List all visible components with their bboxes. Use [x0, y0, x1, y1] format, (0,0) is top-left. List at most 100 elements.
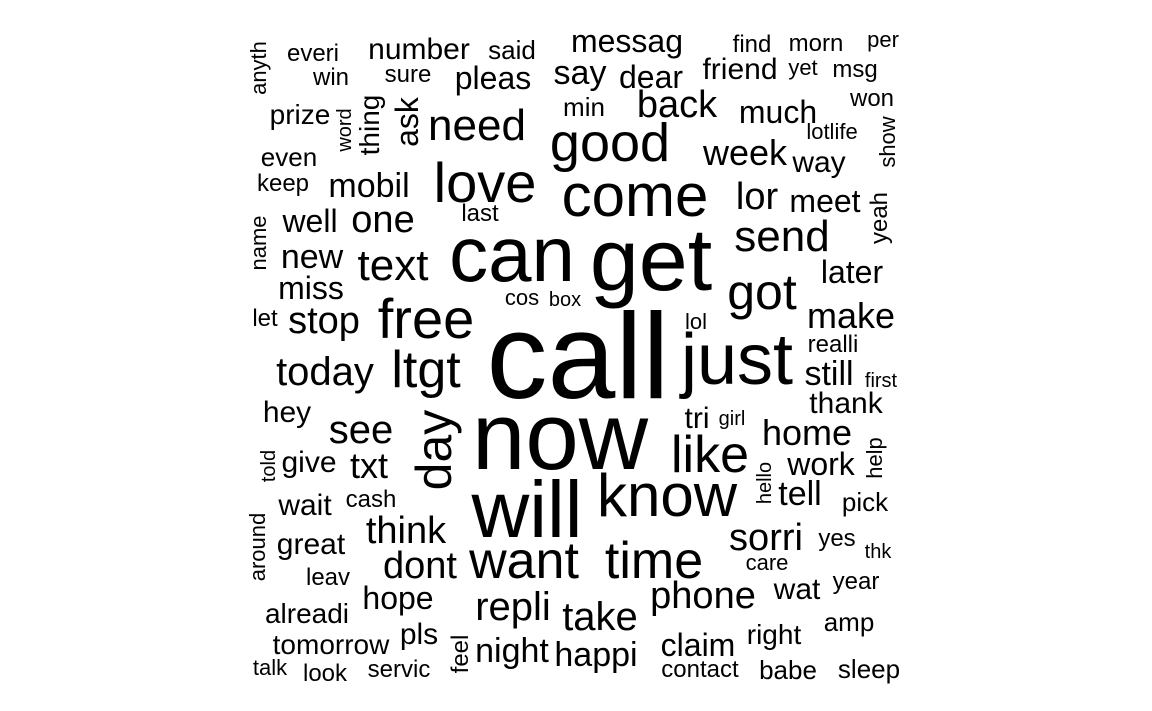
word: give: [281, 446, 337, 479]
word: prize: [269, 99, 331, 130]
word: find: [732, 31, 772, 58]
word: repli: [475, 585, 551, 629]
word: day: [406, 409, 462, 491]
word: night: [475, 632, 549, 670]
word: got: [727, 264, 797, 320]
word: show: [875, 116, 900, 168]
word: morn: [788, 30, 844, 57]
word: amp: [823, 607, 875, 637]
word: hope: [362, 580, 434, 616]
word: cash: [345, 486, 397, 513]
word: mobil: [328, 167, 410, 205]
word: will: [471, 465, 583, 554]
word: tell: [778, 475, 822, 513]
word: today: [276, 350, 374, 394]
word: come: [561, 162, 709, 229]
word: number: [368, 33, 470, 66]
word: well: [282, 203, 338, 239]
word: sleep: [837, 654, 901, 684]
word: miss: [278, 270, 344, 306]
word: think: [365, 510, 447, 552]
word: year: [832, 568, 880, 595]
word: leav: [305, 564, 351, 591]
word: sorri: [729, 517, 803, 559]
word: first: [864, 370, 898, 392]
word: talk: [252, 655, 288, 680]
word: told: [258, 449, 280, 483]
word: know: [596, 462, 738, 529]
word: way: [792, 146, 846, 179]
word: need: [428, 101, 526, 150]
word: pick: [841, 487, 889, 517]
word: let: [252, 305, 278, 332]
word: claim: [660, 627, 736, 663]
word: even: [260, 142, 318, 172]
word: around: [245, 512, 270, 582]
word: stop: [288, 300, 360, 342]
word: look: [302, 660, 348, 687]
word: take: [562, 595, 638, 639]
word: word: [334, 108, 356, 152]
word: make: [806, 295, 896, 336]
word: thk: [864, 541, 892, 563]
word: cos: [504, 285, 540, 310]
word: msg: [832, 56, 878, 83]
word: min: [563, 92, 605, 122]
word: work: [787, 446, 855, 482]
word: happi: [554, 636, 638, 674]
word: realli: [807, 331, 859, 358]
word: pleas: [454, 60, 532, 96]
word: good: [549, 113, 671, 173]
word: like: [670, 426, 750, 484]
word: right: [746, 619, 802, 650]
word: get: [589, 210, 713, 309]
word: yet: [788, 55, 818, 80]
word: last: [461, 200, 499, 227]
word: can: [449, 210, 575, 298]
word: babe: [759, 655, 817, 685]
word: great: [276, 528, 346, 561]
word: free: [377, 287, 475, 350]
word: ltgt: [391, 341, 461, 399]
word: tri: [684, 402, 710, 435]
word: thing: [354, 94, 385, 156]
word: want: [469, 532, 579, 590]
word: thank: [809, 387, 883, 420]
word: win: [312, 64, 350, 91]
word: just: [680, 320, 794, 400]
word: much: [738, 94, 818, 130]
word: friend: [702, 53, 778, 86]
word: hello: [754, 461, 776, 505]
word: help: [862, 437, 887, 479]
word: contact: [661, 656, 739, 683]
word: now: [471, 383, 649, 490]
word: girl: [718, 408, 746, 430]
word: lor: [735, 176, 779, 218]
word: yeah: [866, 191, 893, 245]
word: pls: [399, 618, 439, 651]
word: dont: [383, 545, 457, 587]
word: call: [486, 288, 670, 424]
word: feel: [447, 634, 474, 674]
word: keep: [256, 170, 310, 197]
word: meet: [789, 183, 861, 219]
word: home: [761, 412, 853, 453]
word: ask: [389, 97, 425, 147]
word: later: [820, 254, 884, 290]
word: box: [548, 289, 582, 311]
word: still: [804, 355, 854, 393]
word: yes: [818, 525, 856, 552]
word: everi: [286, 40, 340, 67]
word: lotlife: [806, 119, 858, 144]
word: sure: [384, 61, 432, 88]
word: dear: [618, 59, 684, 95]
word: servic: [367, 656, 431, 683]
word: new: [280, 238, 344, 276]
word: wait: [278, 489, 332, 522]
word: txt: [349, 445, 389, 486]
word: see: [328, 408, 394, 452]
word: won: [849, 85, 895, 112]
word: per: [867, 27, 899, 52]
word: said: [488, 35, 536, 65]
